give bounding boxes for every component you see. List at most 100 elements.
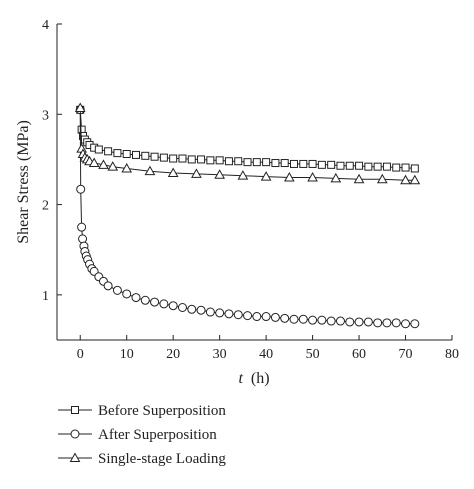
x-ticks: 0 10 20 30 40 50 60 70 80 <box>77 335 459 362</box>
data-point <box>307 171 318 182</box>
data-point <box>335 316 345 326</box>
data-point <box>144 165 156 176</box>
legend-item: After Superposition <box>58 427 217 443</box>
legend-label: Single-stage Loading <box>98 451 226 467</box>
data-point <box>336 161 345 170</box>
data-point <box>345 317 355 327</box>
data-point <box>382 318 392 328</box>
data-point <box>187 304 197 314</box>
x-tick-label: 50 <box>306 347 320 362</box>
data-point <box>290 159 298 168</box>
data-point <box>252 312 262 322</box>
legend-marker <box>69 452 81 462</box>
data-point <box>289 314 299 324</box>
data-point <box>121 162 133 173</box>
data-point <box>131 293 141 303</box>
data-point <box>355 161 364 170</box>
data-point <box>88 157 100 168</box>
data-point <box>103 281 113 291</box>
data-point <box>327 160 336 169</box>
data-point <box>330 172 342 183</box>
data-point <box>280 313 290 323</box>
data-point <box>77 222 87 232</box>
data-point <box>252 158 261 167</box>
x-tick-label: 40 <box>259 347 273 362</box>
data-point <box>214 169 226 179</box>
data-point <box>364 162 373 171</box>
data-point <box>400 174 411 185</box>
legend-item: Single-stage Loading <box>58 451 226 467</box>
axes <box>56 24 452 341</box>
x-axis-title: t (h) <box>238 370 269 387</box>
y-tick-label: 4 <box>42 18 49 33</box>
data-point <box>326 316 336 326</box>
data-point <box>410 319 420 329</box>
data-point <box>299 159 308 168</box>
data-point <box>74 102 86 112</box>
data-point <box>224 309 234 319</box>
legend-item: Before Superposition <box>58 403 226 419</box>
data-point <box>391 318 401 328</box>
data-point <box>224 157 233 166</box>
data-point <box>234 157 243 166</box>
series-single-stage-loading <box>74 102 421 185</box>
data-point <box>280 159 289 168</box>
data-point <box>354 317 364 327</box>
data-point <box>94 145 103 154</box>
x-tick-label: 30 <box>213 347 227 362</box>
data-point <box>409 174 421 185</box>
data-point <box>392 163 401 172</box>
data-point <box>353 173 365 184</box>
data-point <box>401 163 410 172</box>
data-point <box>243 311 253 321</box>
data-point <box>243 158 252 167</box>
data-point <box>308 159 317 168</box>
data-point <box>410 164 419 173</box>
y-tick-label: 3 <box>42 108 49 123</box>
data-point <box>113 149 122 158</box>
data-point <box>317 160 326 169</box>
data-point <box>132 150 140 159</box>
data-point <box>159 153 168 162</box>
data-point <box>159 299 169 309</box>
data-point <box>308 315 318 325</box>
data-point <box>382 162 391 171</box>
data-point <box>104 147 113 156</box>
legend-label: Before Superposition <box>98 403 226 419</box>
x-tick-label: 10 <box>120 347 134 362</box>
data-point <box>112 285 122 295</box>
data-point <box>345 161 354 170</box>
x-axis-variable: t <box>238 370 243 387</box>
series-before-superposition <box>76 105 419 173</box>
legend-marker <box>71 406 79 414</box>
x-tick-label: 0 <box>77 347 84 362</box>
x-tick-label: 60 <box>352 347 366 362</box>
data-point <box>76 184 86 194</box>
x-tick-label: 70 <box>399 347 413 362</box>
legend: Before Superposition After Superposition S… <box>58 403 226 467</box>
x-tick-label: 80 <box>445 347 459 362</box>
data-point <box>107 161 119 171</box>
data-point <box>233 310 243 320</box>
data-point <box>237 170 249 180</box>
series-after-superposition <box>75 105 420 329</box>
data-point <box>122 150 131 159</box>
legend-marker <box>70 429 80 439</box>
data-point <box>197 155 206 164</box>
data-point <box>298 314 308 324</box>
data-point <box>317 315 327 325</box>
data-point <box>215 308 225 318</box>
y-ticks: 1 2 3 4 <box>42 18 62 304</box>
y-axis-title: Shear Stress (MPa) <box>15 120 32 244</box>
data-point <box>215 156 224 165</box>
data-point <box>122 289 132 299</box>
data-point <box>187 155 196 164</box>
y-tick-label: 1 <box>42 289 49 304</box>
data-point <box>270 312 280 322</box>
data-point <box>140 295 150 305</box>
legend-label: After Superposition <box>98 427 217 443</box>
data-point <box>205 307 215 317</box>
data-point <box>260 171 272 181</box>
